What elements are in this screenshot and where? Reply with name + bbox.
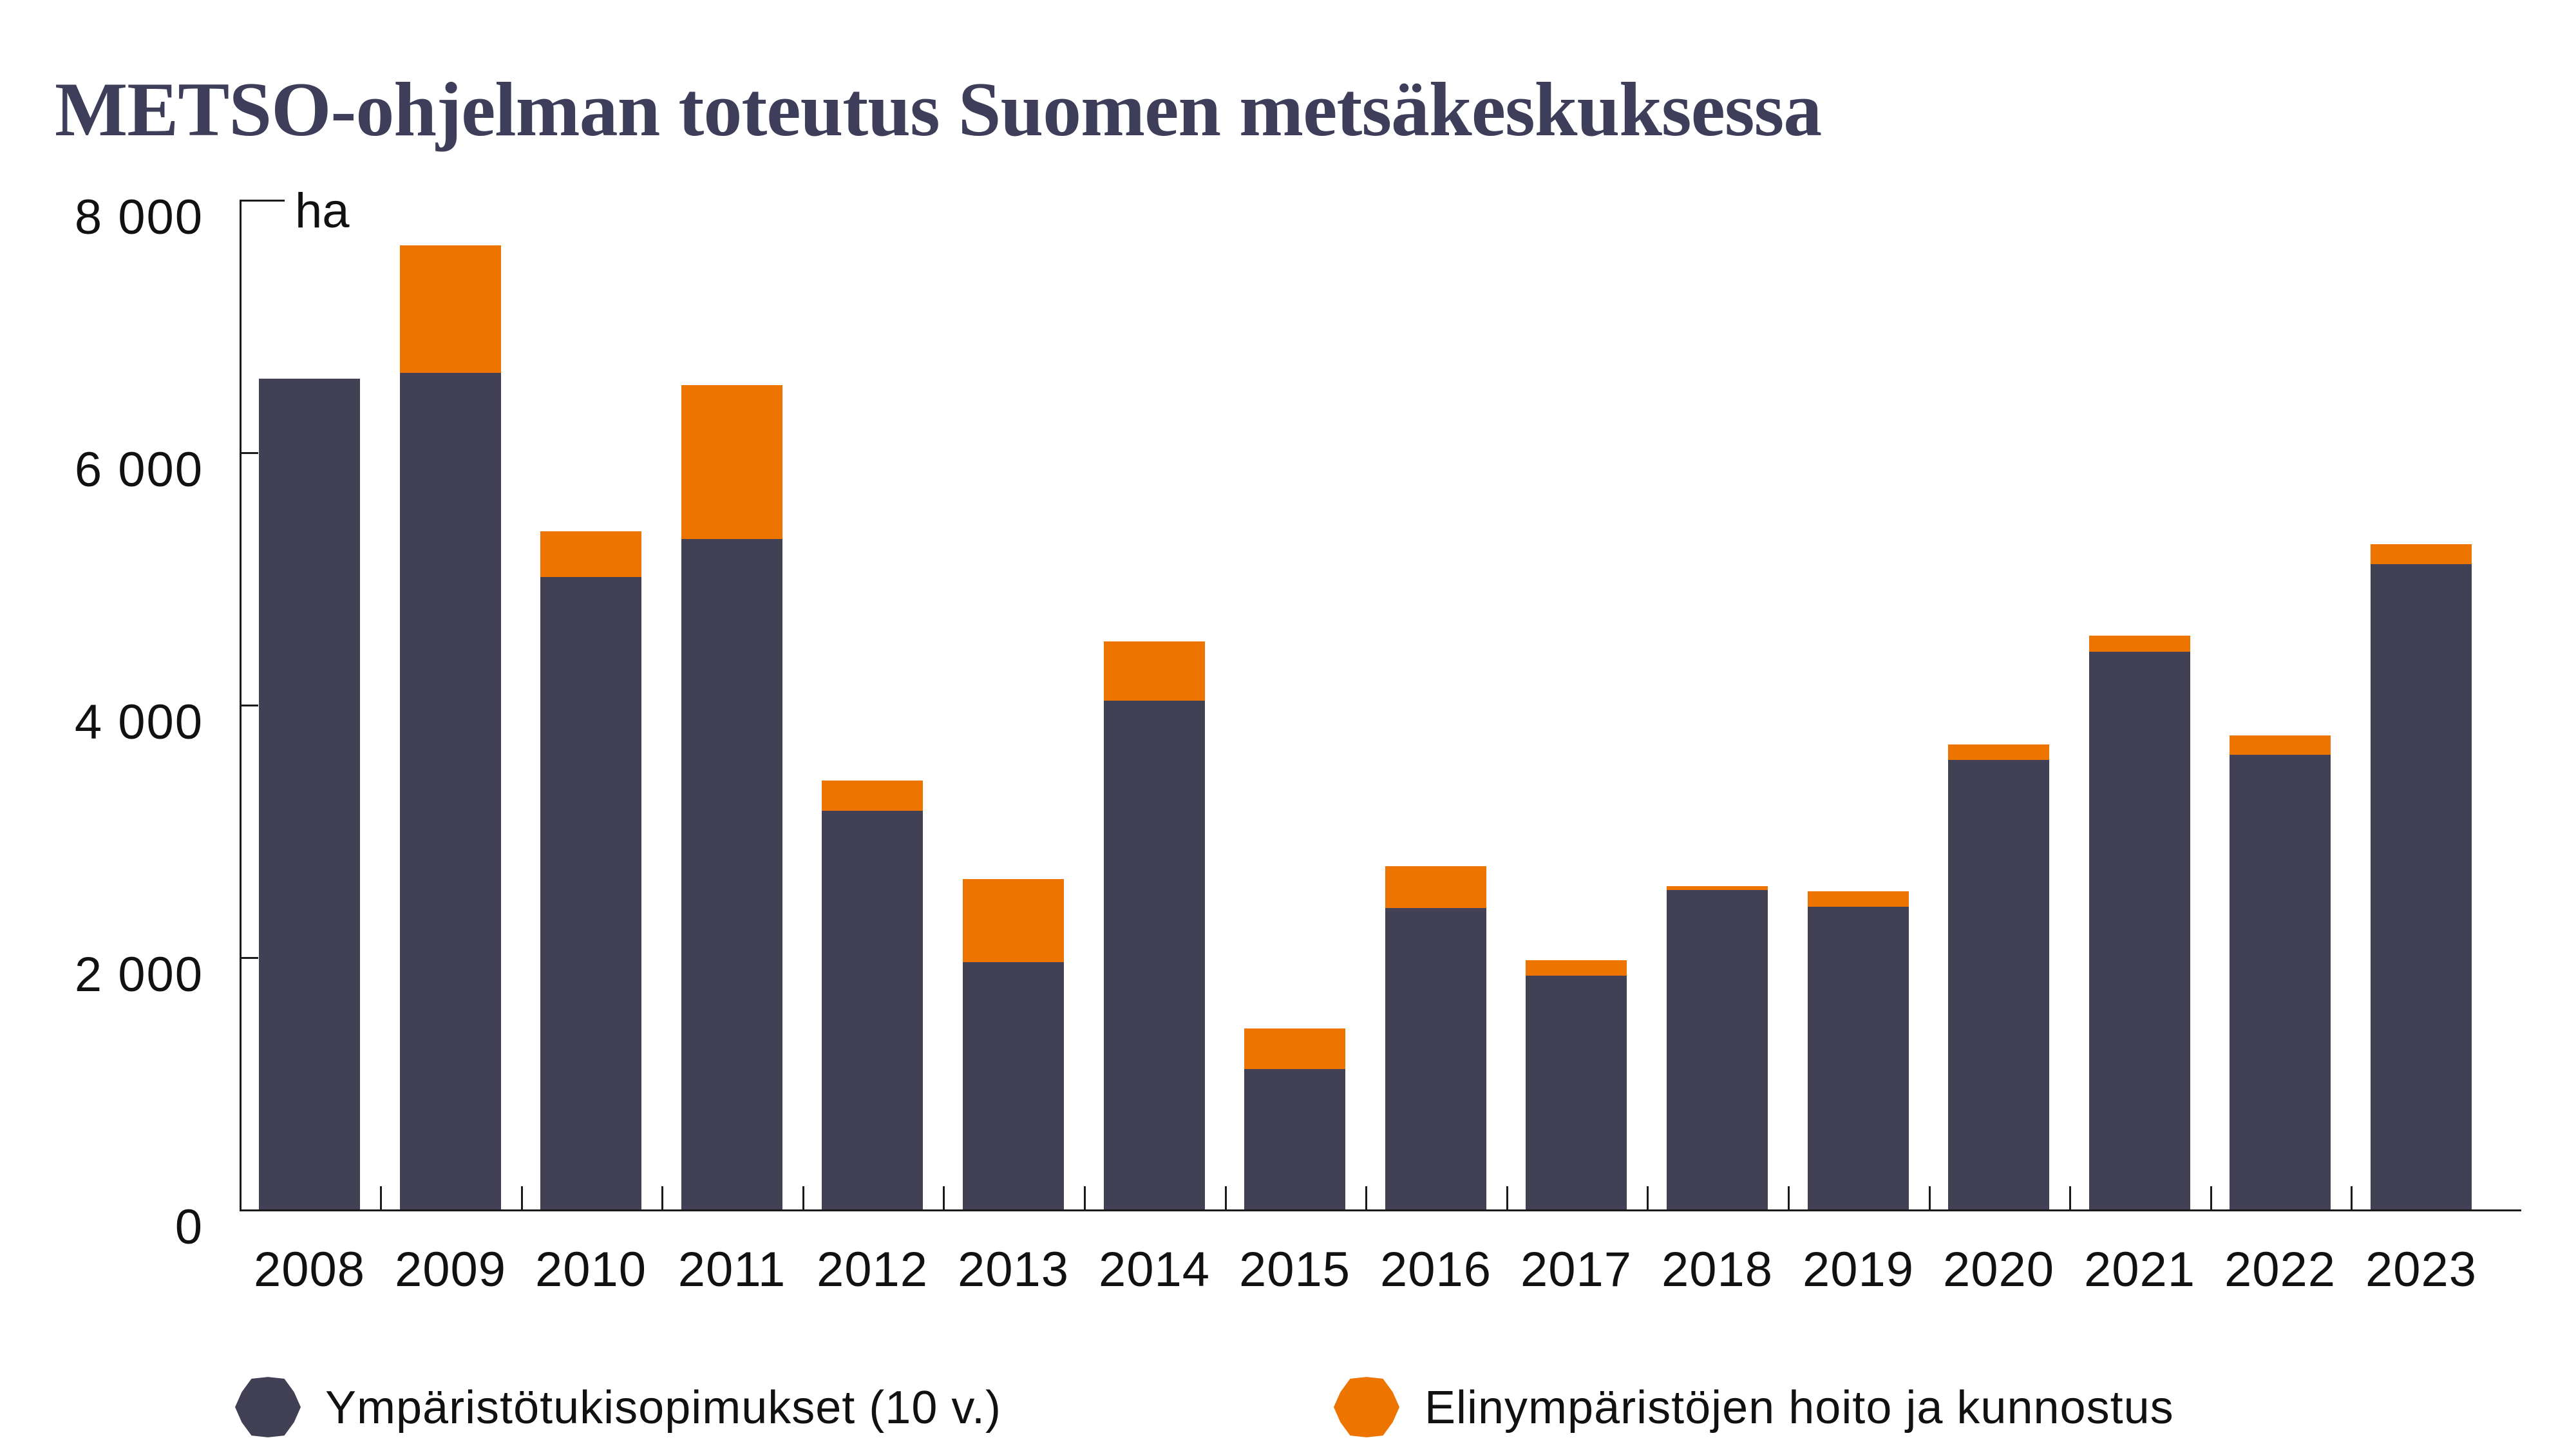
x-axis-tick [521,1186,523,1209]
bar-segment-hoito [2230,735,2331,755]
bar-segment-hoito [1385,866,1486,908]
bar-segment-tukisopimukset [1385,908,1486,1209]
bar-segment-hoito [1526,960,1627,976]
bar-segment-hoito [2371,544,2472,564]
bar-segment-hoito [822,781,923,811]
bar-segment-tukisopimukset [2371,564,2472,1209]
x-axis-tick [2210,1186,2212,1209]
x-axis-label: 2023 [2365,1242,2477,1297]
x-axis-tick [1506,1186,1508,1209]
x-axis-label: 2017 [1520,1242,1633,1297]
x-axis-line [240,1209,2521,1211]
y-axis-top-tick [240,200,285,202]
y-axis-tick [242,705,258,706]
x-axis-label: 2018 [1661,1242,1774,1297]
legend-label-tukisopimukset: Ympäristötukisopimukset (10 v.) [325,1382,1002,1434]
bar-segment-tukisopimukset [259,379,360,1209]
x-axis-tick [380,1186,382,1209]
bar-segment-tukisopimukset [1526,976,1627,1209]
bar-segment-tukisopimukset [540,577,641,1209]
bar-segment-tukisopimukset [681,539,782,1209]
bar-segment-hoito [1948,744,2049,760]
x-axis-label: 2015 [1238,1242,1351,1297]
bar-segment-hoito [1808,891,1909,907]
bar-segment-hoito [963,879,1064,962]
x-axis-label: 2016 [1379,1242,1492,1297]
bar-segment-tukisopimukset [400,373,501,1209]
page-title: METSO-ohjelman toteutus Suomen metsäkesk… [55,66,1822,152]
legend-label-hoito: Elinympäristöjen hoito ja kunnostus [1425,1382,2174,1434]
bar-segment-hoito [2089,636,2190,652]
x-axis-label: 2012 [816,1242,929,1297]
bar-segment-tukisopimukset [963,962,1064,1209]
x-axis-tick [1084,1186,1086,1209]
x-axis-label: 2019 [1802,1242,1915,1297]
x-axis-label: 2010 [535,1242,647,1297]
x-axis-tick [1788,1186,1790,1209]
y-axis-line [240,200,242,1211]
y-axis-label: 4 000 [74,695,204,750]
x-axis-tick [1225,1186,1227,1209]
x-axis-tick [802,1186,804,1209]
x-axis-label: 2013 [957,1242,1070,1297]
x-axis-tick [661,1186,663,1209]
bar-segment-tukisopimukset [2089,652,2190,1209]
y-axis-tick [242,452,258,454]
x-axis-label: 2011 [677,1242,786,1297]
legend-marker-hoito-icon [1334,1377,1399,1437]
bar-segment-hoito [540,531,641,577]
bar-segment-hoito [400,245,501,373]
bar-segment-tukisopimukset [2230,755,2331,1209]
x-axis-label: 2008 [253,1242,366,1297]
bar-segment-tukisopimukset [1948,760,2049,1209]
y-axis-unit-label: ha [295,184,350,238]
bar-segment-tukisopimukset [822,811,923,1209]
x-axis-label: 2009 [394,1242,507,1297]
bar-segment-hoito [681,385,782,539]
y-axis-tick [242,957,258,959]
x-axis-tick [1647,1186,1649,1209]
x-axis-label: 2022 [2224,1242,2336,1297]
y-axis-label: 0 [175,1200,204,1255]
x-axis-tick [2069,1186,2071,1209]
bar-segment-hoito [1244,1028,1345,1069]
bar-segment-tukisopimukset [1104,701,1205,1209]
bar-segment-tukisopimukset [1667,890,1768,1209]
x-axis-label: 2021 [2083,1242,2196,1297]
x-axis-tick [1929,1186,1931,1209]
legend-marker-tukisopimukset-icon [235,1377,301,1437]
bar-segment-tukisopimukset [1808,907,1909,1209]
x-axis-tick [943,1186,945,1209]
bar-segment-tukisopimukset [1244,1069,1345,1209]
bar-segment-hoito [1667,886,1768,890]
x-axis-label: 2020 [1942,1242,2055,1297]
x-axis-tick [2351,1186,2353,1209]
x-axis-label: 2014 [1098,1242,1211,1297]
bar-segment-hoito [1104,641,1205,701]
y-axis-label: 2 000 [74,947,204,1002]
y-axis-label: 8 000 [74,190,204,245]
y-axis-label: 6 000 [74,442,204,497]
x-axis-tick [1365,1186,1367,1209]
